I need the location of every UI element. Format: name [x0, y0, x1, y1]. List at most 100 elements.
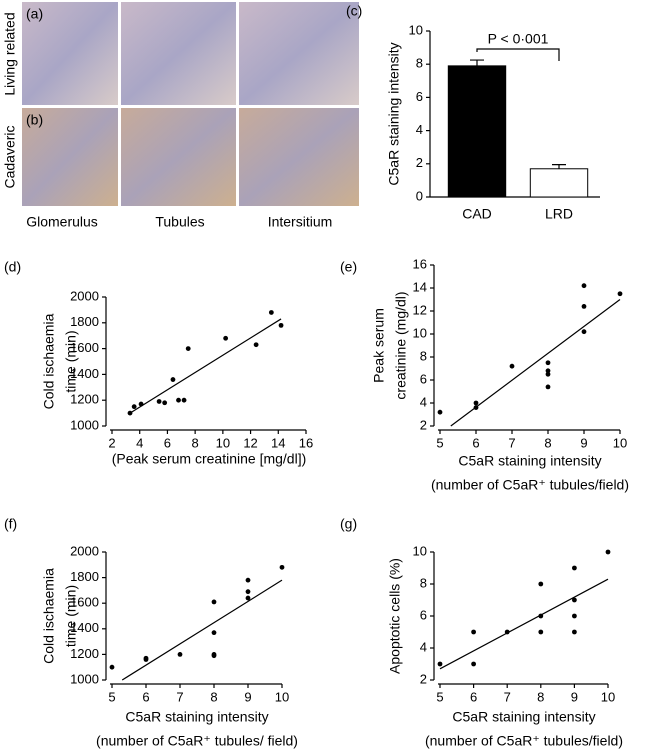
- micrograph: [22, 2, 118, 105]
- x-tick-label: 10: [613, 435, 627, 450]
- y-tick-label: 10: [413, 325, 427, 340]
- y-tick-label: 4: [420, 394, 427, 409]
- y-tick-label: 1200: [70, 392, 99, 407]
- trend-line: [121, 579, 283, 681]
- y-tick-label: 1400: [70, 366, 99, 381]
- point: [581, 329, 587, 335]
- y-tick-label: 6: [420, 371, 427, 386]
- micrograph: [22, 108, 118, 206]
- point: [181, 397, 187, 403]
- point: [109, 664, 115, 670]
- point: [143, 657, 149, 662]
- y-tick-label: 8: [420, 575, 427, 590]
- y-tick-label: 1000: [70, 671, 99, 686]
- x-tick-label: 10: [216, 435, 230, 450]
- column-label: Glomerulus: [26, 214, 98, 230]
- micrograph: [239, 2, 359, 105]
- x-tick-label: 10: [275, 689, 289, 704]
- x-tick-label: 5: [436, 435, 443, 450]
- x-tick-label: 16: [299, 435, 313, 450]
- panel-label: (b): [26, 112, 43, 128]
- panel-label: (g): [340, 516, 357, 532]
- x-axis-label: (number of C5aR⁺ tubules/field): [425, 733, 623, 749]
- column-label: Tubules: [155, 214, 204, 230]
- point: [538, 629, 544, 635]
- x-axis-label: C5aR staining intensity: [452, 709, 595, 725]
- point: [211, 653, 217, 659]
- x-tick-label: 4: [136, 435, 143, 450]
- x-tick-label: 2: [108, 435, 115, 450]
- y-tick-label: 1600: [70, 595, 99, 610]
- x-tick-label: 6: [142, 689, 149, 704]
- y-axis-label: time (min): [63, 585, 79, 647]
- point: [473, 400, 479, 406]
- y-tick-label: 1600: [70, 340, 99, 355]
- point: [545, 371, 551, 377]
- x-tick-label: 5: [108, 689, 115, 704]
- y-tick-label: 2: [420, 671, 427, 686]
- x-tick-label: 6: [164, 435, 171, 450]
- point: [581, 304, 587, 309]
- y-axis-label: Apoptotic cells (%): [387, 558, 403, 674]
- y-tick-label: 6: [420, 607, 427, 622]
- point: [605, 549, 611, 555]
- trend-line: [129, 318, 282, 414]
- y-tick-label: 14: [413, 279, 427, 294]
- trend-line: [439, 578, 609, 670]
- x-tick-label: 9: [580, 435, 587, 450]
- micrograph: [121, 108, 236, 206]
- trend-line: [450, 299, 621, 427]
- y-axis-label: Cold ischaemia: [41, 313, 57, 409]
- x-tick-label: CAD: [462, 206, 492, 222]
- point: [245, 595, 251, 601]
- point: [437, 661, 443, 667]
- bar: [529, 168, 589, 198]
- point: [185, 346, 191, 351]
- point: [538, 581, 544, 587]
- row-label: Living related: [2, 12, 18, 95]
- micrographs: (a) (b) Living related Cadaveric Glomeru…: [2, 2, 359, 230]
- y-tick-label: 8: [416, 56, 423, 71]
- y-axis-label: Peak serum: [371, 308, 387, 383]
- point: [279, 564, 285, 570]
- point: [170, 377, 176, 382]
- y-axis-label: Cold ischaemia: [41, 568, 57, 664]
- x-tick-label: 10: [601, 689, 615, 704]
- x-tick-label: 8: [544, 435, 551, 450]
- x-tick-label: 9: [571, 689, 578, 704]
- annotation: P < 0·001: [488, 31, 549, 47]
- y-tick-label: 16: [413, 256, 427, 271]
- y-tick-label: 12: [413, 302, 427, 317]
- point: [545, 384, 551, 390]
- point: [545, 360, 551, 366]
- y-tick-label: 6: [416, 89, 423, 104]
- point: [131, 404, 137, 410]
- y-tick-label: 2000: [70, 288, 99, 303]
- point: [572, 597, 577, 603]
- point: [572, 565, 577, 571]
- significance-bracket: [476, 48, 560, 61]
- panel-label: (d): [4, 259, 21, 275]
- y-tick-label: 10: [413, 543, 427, 558]
- row-label: Cadaveric: [2, 125, 18, 188]
- y-tick-label: 1400: [70, 620, 99, 635]
- micrograph: [121, 2, 236, 105]
- y-tick-label: 2000: [70, 543, 99, 558]
- x-axis-label: C5aR staining intensity: [458, 453, 601, 469]
- y-axis-label: creatinine (mg/dl): [393, 291, 409, 399]
- point: [176, 397, 181, 403]
- x-tick-label: 9: [244, 689, 251, 704]
- point: [253, 342, 259, 348]
- point: [471, 629, 476, 635]
- x-tick-label: 5: [436, 689, 443, 704]
- point: [509, 363, 515, 369]
- error-bar: [470, 59, 484, 66]
- x-tick-label: 6: [472, 435, 479, 450]
- point: [278, 322, 284, 328]
- y-tick-label: 2: [420, 417, 427, 432]
- point: [156, 399, 162, 404]
- y-axis-label: C5aR staining intensity: [386, 42, 402, 185]
- y-tick-label: 1800: [70, 569, 99, 584]
- x-tick-label: 14: [271, 435, 285, 450]
